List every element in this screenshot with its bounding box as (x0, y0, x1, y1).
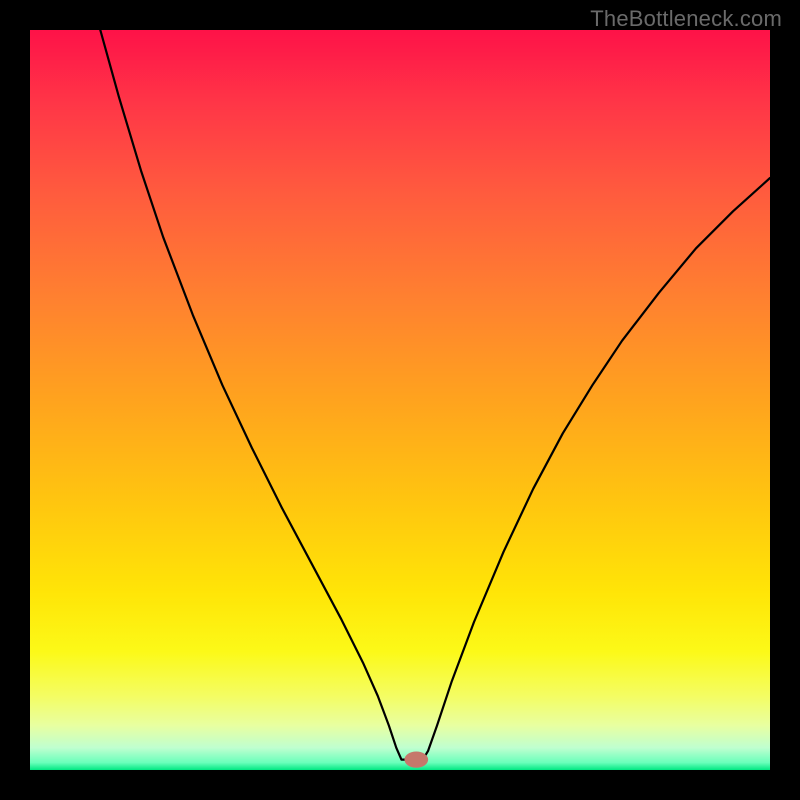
chart-svg (30, 30, 770, 770)
optimum-marker (404, 752, 428, 768)
gradient-background (30, 30, 770, 770)
watermark-text: TheBottleneck.com (590, 6, 782, 32)
chart-region (30, 30, 770, 770)
